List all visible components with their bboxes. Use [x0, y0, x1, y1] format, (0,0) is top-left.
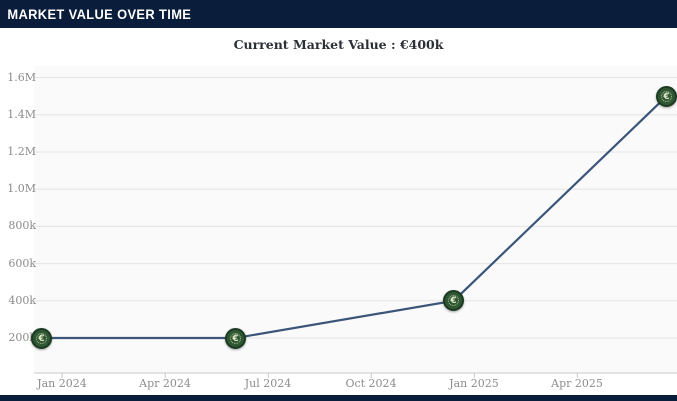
x-axis-tick-label: Jul 2024: [244, 377, 292, 390]
y-axis-tick-label: 1.4M: [7, 108, 36, 121]
y-axis-tick-label: 600k: [8, 257, 36, 270]
euro-symbol: €: [450, 295, 457, 306]
y-axis-tick-label: 800k: [8, 219, 36, 232]
y-axis-tick-label: 400k: [8, 294, 36, 307]
page-title: MARKET VALUE OVER TIME: [7, 6, 192, 22]
data-point-euro-coin-icon[interactable]: €: [656, 86, 677, 107]
coin-inner-ring: [661, 91, 672, 102]
euro-symbol: €: [38, 333, 45, 344]
y-axis-tick-label: 1.0M: [7, 182, 36, 195]
x-axis-tick-label: Apr 2024: [139, 377, 191, 390]
euro-symbol: €: [232, 333, 239, 344]
data-point-euro-coin-icon[interactable]: €: [443, 290, 464, 311]
bottom-accent-bar: [0, 395, 677, 401]
coin-inner-ring: [230, 333, 241, 344]
y-axis-tick-label: 1.6M: [7, 71, 36, 84]
current-market-value-label: Current Market Value : €400k: [233, 37, 444, 52]
coin-inner-ring: [36, 333, 47, 344]
y-axis-tick-label: 1.2M: [7, 145, 36, 158]
x-axis-tick-label: Oct 2024: [345, 377, 397, 390]
coin-inner-ring: [448, 295, 459, 306]
plot-background: [34, 66, 677, 373]
data-point-euro-coin-icon[interactable]: €: [225, 328, 246, 349]
y-axis-tick-label: 200k: [8, 331, 36, 344]
x-axis-tick-label: Jan 2025: [449, 377, 499, 390]
x-axis-tick-label: Jan 2024: [37, 377, 87, 390]
market-value-line: [41, 95, 668, 340]
data-point-euro-coin-icon[interactable]: €: [31, 328, 52, 349]
euro-symbol: €: [663, 91, 670, 102]
header-bar: MARKET VALUE OVER TIME: [0, 0, 677, 28]
x-axis-tick-label: Apr 2025: [551, 377, 603, 390]
